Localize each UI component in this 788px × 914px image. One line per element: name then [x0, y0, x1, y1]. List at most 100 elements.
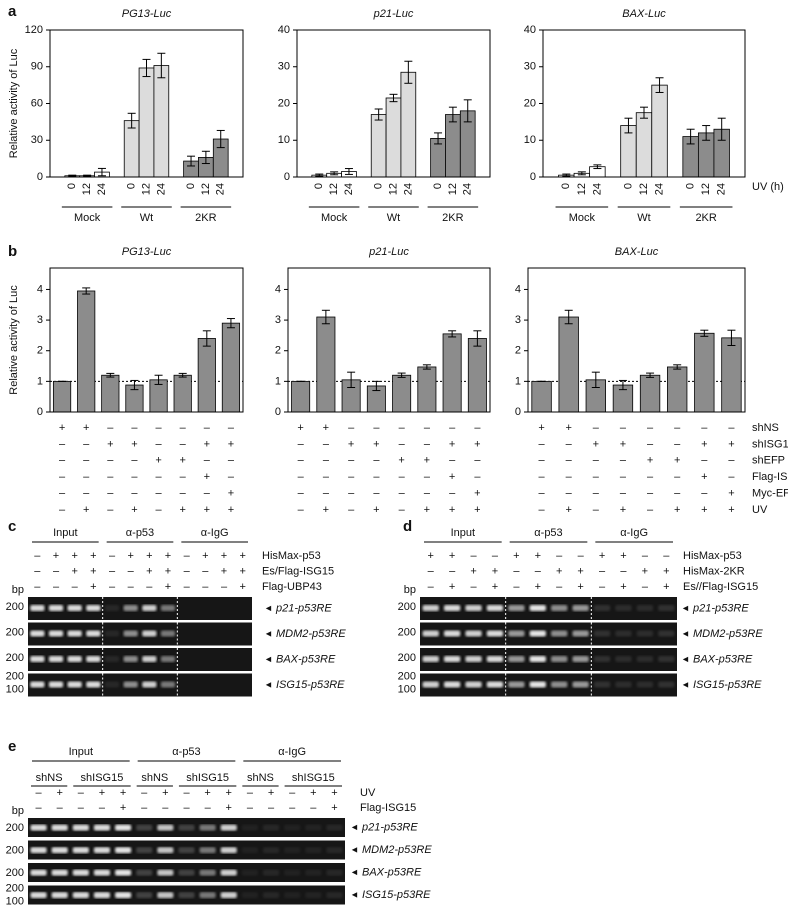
condition-mark: –: [109, 581, 116, 593]
gel-band: [551, 681, 568, 688]
bp-marker: 200: [6, 652, 24, 664]
gel-band: [422, 605, 439, 612]
condition-mark: –: [620, 488, 627, 500]
condition-mark: +: [728, 504, 734, 516]
condition-label: shEFP: [752, 455, 785, 467]
condition-mark: –: [539, 471, 546, 483]
bp-marker: 100: [6, 895, 24, 907]
condition-mark: +: [221, 550, 227, 562]
gel-band: [465, 630, 482, 637]
x-tick-label: 12: [447, 183, 459, 195]
gel-band: [658, 656, 675, 663]
gel-band: [615, 681, 632, 688]
condition-mark: –: [107, 488, 114, 500]
gel-band: [142, 656, 157, 663]
gel-band: [72, 824, 89, 831]
condition-mark: +: [162, 787, 168, 799]
condition-mark: –: [156, 422, 163, 434]
gel-band: [284, 824, 301, 831]
condition-label: HisMax-p53: [683, 550, 742, 562]
gel-band: [443, 656, 461, 663]
condition-mark: –: [348, 422, 355, 434]
condition-mark: –: [513, 581, 520, 593]
band-label: p21-p53RE: [692, 602, 749, 614]
condition-mark: –: [470, 550, 477, 562]
x-tick-label: 0: [560, 183, 572, 189]
condition-mark: –: [470, 581, 477, 593]
gel-band: [326, 824, 343, 831]
gel-band: [178, 847, 195, 854]
condition-mark: –: [701, 455, 708, 467]
gel-band: [529, 656, 546, 663]
gel-band: [486, 605, 504, 612]
condition-mark: +: [556, 565, 562, 577]
gel-band: [220, 869, 237, 876]
condition-mark: +: [701, 438, 707, 450]
condition-mark: –: [578, 550, 585, 562]
condition-mark: –: [141, 787, 148, 799]
bar: [52, 380, 72, 413]
x-tick-label: 24: [462, 183, 474, 195]
condition-mark: –: [373, 488, 380, 500]
condition-mark: –: [228, 455, 235, 467]
group-label: Wt: [637, 212, 650, 224]
condition-mark: +: [179, 504, 185, 516]
bp-marker: 200: [6, 844, 24, 856]
condition-mark: –: [556, 581, 563, 593]
group-label: Mock: [569, 212, 596, 224]
condition-mark: +: [323, 422, 329, 434]
condition-mark: –: [202, 565, 209, 577]
condition-mark: +: [107, 438, 113, 450]
gel-band: [486, 681, 504, 688]
arrowhead: ◄: [681, 654, 690, 664]
gel-band: [157, 847, 174, 854]
condition-mark: +: [565, 422, 571, 434]
bar: [173, 374, 192, 413]
condition-mark: –: [449, 565, 456, 577]
condition-mark: –: [221, 581, 228, 593]
plot-frame: [49, 267, 244, 413]
condition-mark: –: [57, 802, 64, 814]
condition-label: UV: [360, 787, 376, 799]
condition-mark: –: [399, 488, 406, 500]
gel-band: [123, 681, 138, 688]
condition-mark: –: [34, 565, 41, 577]
condition-mark: –: [146, 581, 153, 593]
band-label: BAX-p53RE: [693, 653, 753, 665]
gel-band: [658, 630, 675, 637]
gel-band: [136, 892, 153, 899]
x-axis-label: UV (h): [752, 181, 784, 193]
condition-mark: –: [474, 455, 481, 467]
condition-mark: –: [59, 438, 66, 450]
condition-mark: –: [399, 438, 406, 450]
condition-mark: –: [323, 488, 330, 500]
gel-band: [422, 656, 439, 663]
bp-marker: 200: [6, 626, 24, 638]
x-tick-label: 24: [96, 183, 108, 195]
gel-band: [443, 681, 461, 688]
gel-band: [157, 824, 174, 831]
condition-mark: +: [535, 581, 541, 593]
chart-title: BAX-Luc: [622, 8, 666, 20]
y-tick-label: 120: [25, 24, 43, 36]
bar: [467, 338, 487, 413]
condition-mark: –: [424, 471, 431, 483]
condition-mark: –: [701, 422, 708, 434]
y-tick-label: 40: [278, 24, 290, 36]
panel-label: d: [403, 518, 412, 535]
condition-mark: +: [71, 565, 77, 577]
condition-mark: –: [566, 438, 573, 450]
condition-mark: +: [474, 488, 480, 500]
band-label: ISG15-p53RE: [276, 679, 345, 691]
y-tick-label: 1: [275, 375, 281, 387]
condition-mark: +: [620, 438, 626, 450]
condition-mark: –: [99, 802, 106, 814]
condition-mark: –: [449, 422, 456, 434]
condition-mark: +: [492, 581, 498, 593]
condition-label: Flag-UBP43: [262, 581, 322, 593]
condition-mark: +: [348, 438, 354, 450]
bar: [558, 316, 579, 413]
gel-band: [48, 630, 64, 637]
bp-label: bp: [12, 584, 24, 596]
